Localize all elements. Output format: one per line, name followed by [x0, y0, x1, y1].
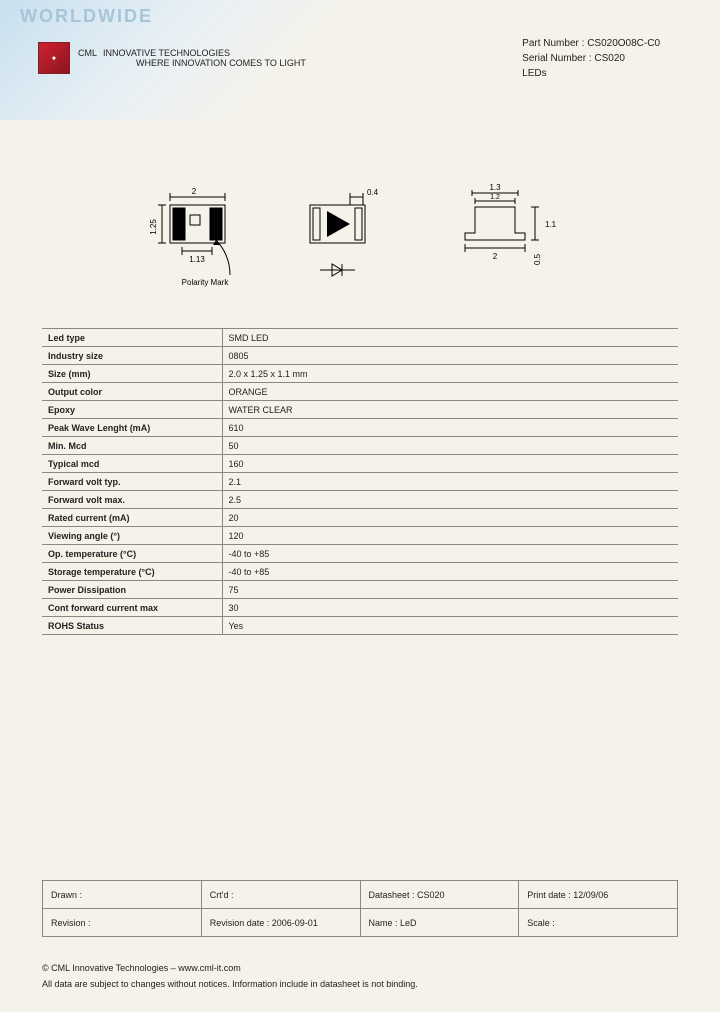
spec-table: Led typeSMD LEDIndustry size0805Size (mm… [42, 328, 678, 635]
spec-value: ORANGE [222, 383, 678, 401]
spec-row: Forward volt max.2.5 [42, 491, 678, 509]
spec-row: Typical mcd160 [42, 455, 678, 473]
spec-label: Op. temperature (°C) [42, 545, 222, 563]
logo: ✦ CML INNOVATIVE TECHNOLOGIES WHERE INNO… [38, 42, 306, 74]
footer-cell: Crt'd : [201, 881, 360, 909]
spec-row: ROHS StatusYes [42, 617, 678, 635]
spec-value: 20 [222, 509, 678, 527]
svg-text:1.2: 1.2 [490, 194, 500, 201]
spec-label: Peak Wave Lenght (mA) [42, 419, 222, 437]
spec-value: 2.1 [222, 473, 678, 491]
spec-row: EpoxyWATER CLEAR [42, 401, 678, 419]
footer-cell: Revision : [43, 909, 202, 937]
svg-text:1.25: 1.25 [149, 219, 158, 235]
technical-diagrams: 2 1.25 1.13 Polarity Mark [120, 175, 600, 295]
logo-cml: CML [78, 48, 97, 58]
spec-value: SMD LED [222, 329, 678, 347]
spec-label: Epoxy [42, 401, 222, 419]
spec-row: Op. temperature (°C)-40 to +85 [42, 545, 678, 563]
spec-row: Power Dissipation75 [42, 581, 678, 599]
spec-value: 120 [222, 527, 678, 545]
spec-value: 2.0 x 1.25 x 1.1 mm [222, 365, 678, 383]
svg-text:1.1: 1.1 [545, 220, 557, 229]
spec-row: Peak Wave Lenght (mA)610 [42, 419, 678, 437]
spec-label: Led type [42, 329, 222, 347]
spec-value: 2.5 [222, 491, 678, 509]
spec-label: Min. Mcd [42, 437, 222, 455]
serial-number: CS020 [594, 53, 625, 64]
spec-label: Power Dissipation [42, 581, 222, 599]
footer-cell: Drawn : [43, 881, 202, 909]
spec-row: Cont forward current max30 [42, 599, 678, 617]
spec-row: Output colorORANGE [42, 383, 678, 401]
spec-value: 610 [222, 419, 678, 437]
spec-value: Yes [222, 617, 678, 635]
spec-value: 75 [222, 581, 678, 599]
svg-text:Polarity Mark: Polarity Mark [182, 278, 230, 287]
svg-text:0.5: 0.5 [533, 253, 542, 265]
spec-value: WATER CLEAR [222, 401, 678, 419]
spec-row: Size (mm)2.0 x 1.25 x 1.1 mm [42, 365, 678, 383]
svg-text:2: 2 [493, 252, 498, 261]
svg-text:1.3: 1.3 [489, 183, 501, 192]
spec-row: Viewing angle (°)120 [42, 527, 678, 545]
footer-cell: Name : LeD [360, 909, 519, 937]
logo-mark: ✦ [38, 42, 70, 74]
logo-tagline-1: INNOVATIVE TECHNOLOGIES [103, 48, 230, 58]
svg-text:1.13: 1.13 [189, 255, 205, 264]
part-number: CS020O08C-C0 [587, 38, 660, 49]
spec-label: Cont forward current max [42, 599, 222, 617]
spec-label: Forward volt typ. [42, 473, 222, 491]
spec-label: Output color [42, 383, 222, 401]
footer-row: Drawn : Crt'd : Datasheet : CS020Print d… [43, 881, 678, 909]
spec-label: ROHS Status [42, 617, 222, 635]
worldwide-text: WORLDWIDE [20, 6, 153, 27]
spec-row: Led typeSMD LED [42, 329, 678, 347]
spec-value: 50 [222, 437, 678, 455]
spec-row: Min. Mcd50 [42, 437, 678, 455]
svg-text:0.4: 0.4 [367, 188, 379, 197]
svg-text:2: 2 [192, 187, 197, 196]
spec-label: Viewing angle (°) [42, 527, 222, 545]
spec-value: 30 [222, 599, 678, 617]
spec-label: Size (mm) [42, 365, 222, 383]
spec-value: -40 to +85 [222, 545, 678, 563]
footer-cell: Revision date : 2006-09-01 [201, 909, 360, 937]
footer-notes: © CML Innovative Technologies – www.cml-… [42, 960, 418, 992]
spec-row: Forward volt typ.2.1 [42, 473, 678, 491]
spec-label: Storage temperature (°C) [42, 563, 222, 581]
category: LEDs [522, 66, 660, 81]
logo-tagline-2: WHERE INNOVATION COMES TO LIGHT [136, 58, 306, 68]
spec-value: 0805 [222, 347, 678, 365]
footer-cell: Scale : [519, 909, 678, 937]
spec-value: 160 [222, 455, 678, 473]
spec-label: Forward volt max. [42, 491, 222, 509]
spec-label: Typical mcd [42, 455, 222, 473]
header-info: Part Number : CS020O08C-C0 Serial Number… [522, 36, 660, 81]
spec-label: Rated current (mA) [42, 509, 222, 527]
spec-value: -40 to +85 [222, 563, 678, 581]
serial-label: Serial Number : [522, 53, 591, 64]
footer-cell: Datasheet : CS020 [360, 881, 519, 909]
spec-row: Storage temperature (°C)-40 to +85 [42, 563, 678, 581]
footer-copyright: © CML Innovative Technologies – www.cml-… [42, 960, 418, 976]
footer-cell: Print date : 12/09/06 [519, 881, 678, 909]
spec-row: Rated current (mA)20 [42, 509, 678, 527]
spec-label: Industry size [42, 347, 222, 365]
footer-table: Drawn : Crt'd : Datasheet : CS020Print d… [42, 880, 678, 937]
footer-disclaimer: All data are subject to changes without … [42, 976, 418, 992]
spec-row: Industry size0805 [42, 347, 678, 365]
part-label: Part Number : [522, 38, 584, 49]
footer-row: Revision : Revision date : 2006-09-01Nam… [43, 909, 678, 937]
